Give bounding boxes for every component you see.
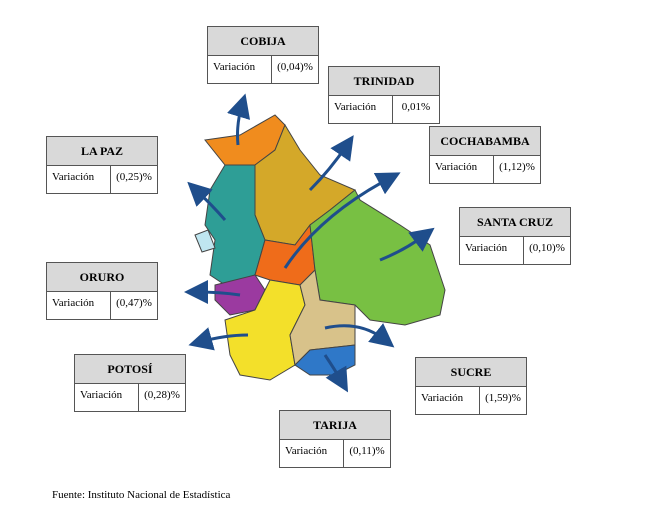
arrow bbox=[308, 135, 354, 192]
region-row: Variación (0,10)% bbox=[460, 237, 570, 264]
region-name: POTOSÍ bbox=[75, 355, 185, 384]
region-row: Variación (0,04)% bbox=[208, 56, 318, 83]
region-box: COBIJA Variación (0,04)% bbox=[207, 26, 319, 84]
variation-label: Variación bbox=[430, 156, 494, 183]
titicaca bbox=[194, 229, 216, 253]
region-name: LA PAZ bbox=[47, 137, 157, 166]
arrow bbox=[324, 323, 395, 348]
variation-value: (0,04)% bbox=[277, 61, 313, 73]
variation-label: Variación bbox=[280, 440, 344, 467]
region-box: LA PAZ Variación (0,25)% bbox=[46, 136, 158, 194]
variation-value: (0,10)% bbox=[529, 242, 565, 254]
variation-label: Variación bbox=[329, 96, 393, 123]
source: Fuente: Instituto Nacional de Estadístic… bbox=[52, 489, 231, 501]
variation-label: Variación bbox=[416, 387, 480, 414]
arrow bbox=[283, 172, 401, 269]
region-box: ORURO Variación (0,47)% bbox=[46, 262, 158, 320]
variation-label: Variación bbox=[47, 292, 111, 319]
region-name: COBIJA bbox=[208, 27, 318, 56]
region-box: POTOSÍ Variación (0,28)% bbox=[74, 354, 186, 412]
region-name: TRINIDAD bbox=[329, 67, 439, 96]
region-row: Variación (1,12)% bbox=[430, 156, 540, 183]
region-row: Variación (0,47)% bbox=[47, 292, 157, 319]
arrow bbox=[323, 354, 349, 393]
arrow bbox=[379, 227, 435, 262]
region-row: Variación (0,11)% bbox=[280, 440, 390, 467]
variation-value: 0,01% bbox=[401, 101, 431, 113]
region-row: Variación 0,01% bbox=[329, 96, 439, 123]
region-box: TARIJA Variación (0,11)% bbox=[279, 410, 391, 468]
region-name: SUCRE bbox=[416, 358, 526, 387]
arrows bbox=[184, 93, 435, 393]
region-name: SANTA CRUZ bbox=[460, 208, 570, 237]
region-name: COCHABAMBA bbox=[430, 127, 540, 156]
variation-value: (0,28)% bbox=[144, 389, 180, 401]
region-row: Variación (0,28)% bbox=[75, 384, 185, 411]
variation-value: (0,47)% bbox=[116, 297, 152, 309]
variation-value: (1,12)% bbox=[499, 161, 535, 173]
region-box: SANTA CRUZ Variación (0,10)% bbox=[459, 207, 571, 265]
region-box: COCHABAMBA Variación (1,12)% bbox=[429, 126, 541, 184]
arrow bbox=[227, 93, 251, 146]
region-row: Variación (1,59)% bbox=[416, 387, 526, 414]
region-name: TARIJA bbox=[280, 411, 390, 440]
variation-value: (0,11)% bbox=[349, 445, 385, 457]
region-name: ORURO bbox=[47, 263, 157, 292]
region-box: TRINIDAD Variación 0,01% bbox=[328, 66, 440, 124]
variation-label: Variación bbox=[47, 166, 111, 193]
departments bbox=[194, 114, 446, 381]
variation-label: Variación bbox=[208, 56, 272, 83]
region-row: Variación (0,25)% bbox=[47, 166, 157, 193]
region-box: SUCRE Variación (1,59)% bbox=[415, 357, 527, 415]
arrow bbox=[188, 327, 249, 351]
variation-value: (1,59)% bbox=[485, 392, 521, 404]
arrow bbox=[187, 181, 227, 221]
variation-value: (0,25)% bbox=[116, 171, 152, 183]
variation-label: Variación bbox=[460, 237, 524, 264]
variation-label: Variación bbox=[75, 384, 139, 411]
arrow bbox=[184, 280, 241, 305]
